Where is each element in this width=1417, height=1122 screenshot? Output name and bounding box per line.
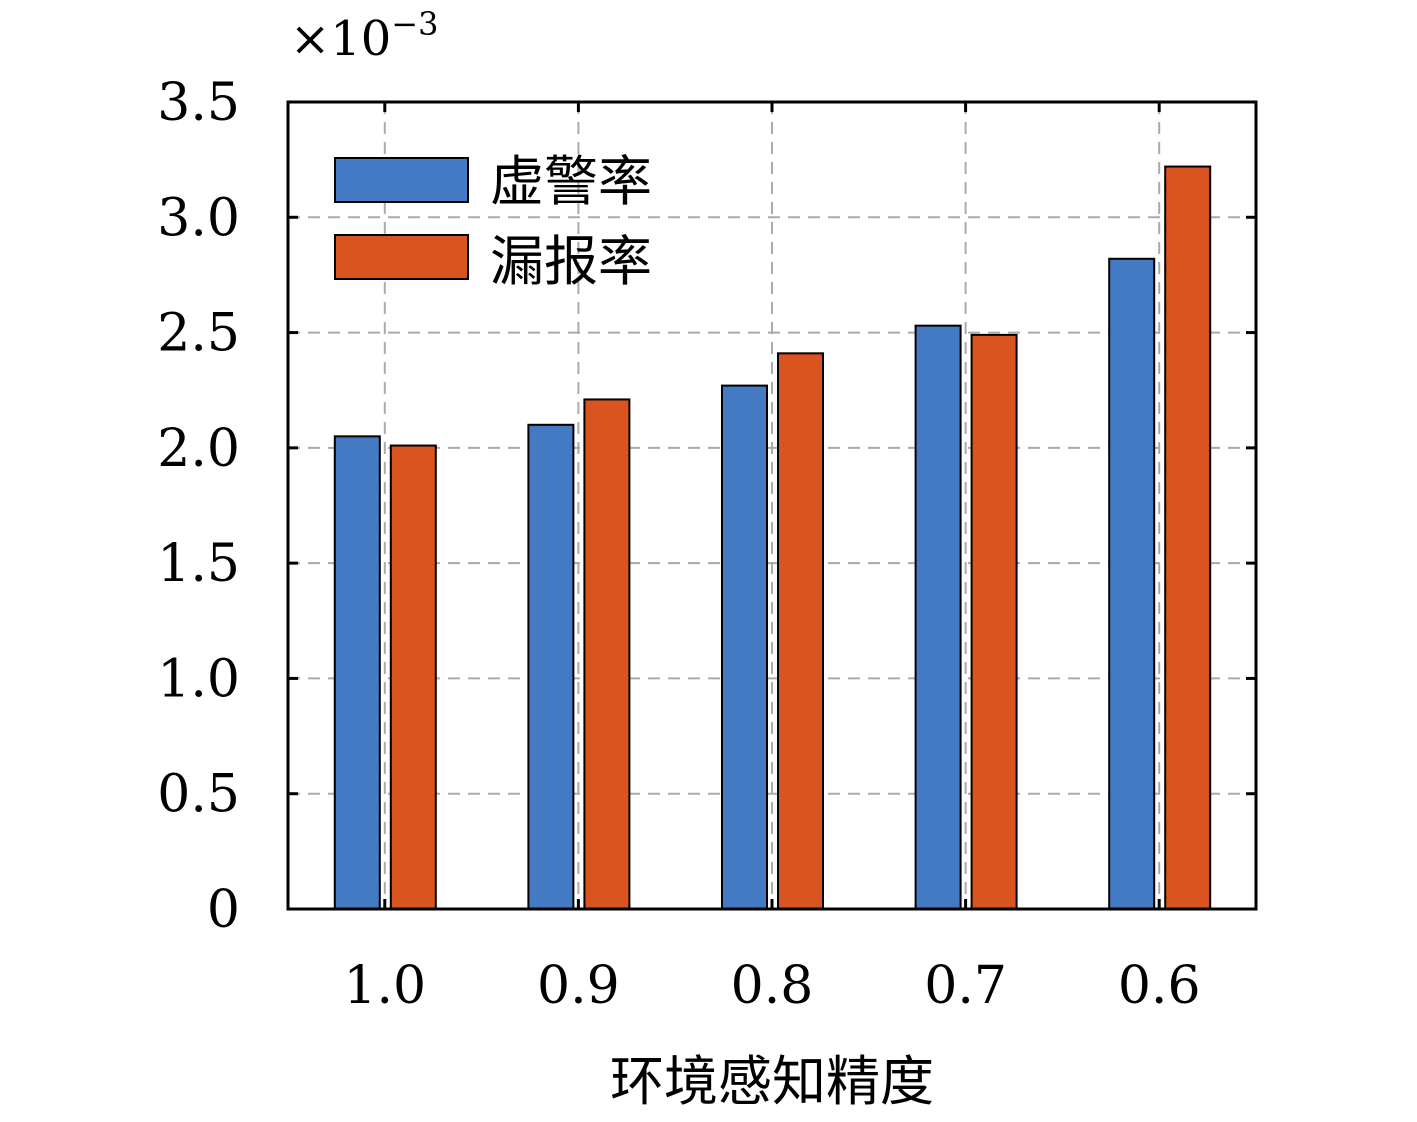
bars	[333, 165, 1212, 910]
bar-false-alarm-0.6	[1108, 257, 1156, 910]
y-tick-label: 0	[207, 880, 240, 940]
x-tick-label: 0.9	[537, 956, 620, 1016]
x-tick-label: 0.7	[924, 956, 1007, 1016]
legend-label-0: 虚警率	[490, 150, 652, 213]
legend-swatch-1	[334, 234, 469, 280]
x-axis-label: 环境感知精度	[610, 1050, 934, 1113]
x-tick-labels: 1.0 0.9 0.8 0.7 0.6	[343, 956, 1200, 1016]
bar-false-alarm-0.9	[527, 423, 575, 910]
bar-missed-report-1.0	[389, 444, 437, 910]
y-tick-label: 0.5	[157, 765, 240, 825]
bar-missed-report-0.9	[583, 398, 631, 910]
y-tick-labels: 0 0.5 1.0 1.5 2.0 2.5 3.0 3.5	[157, 73, 240, 940]
y-tick-label: 2.0	[157, 419, 240, 479]
bar-missed-report-0.6	[1164, 165, 1212, 910]
y-tick-label: 1.0	[157, 649, 240, 709]
grid-lines	[288, 102, 1256, 909]
y-tick-label: 2.5	[157, 304, 240, 364]
y-tick-label: 1.5	[157, 534, 240, 594]
bar-false-alarm-0.8	[721, 384, 768, 910]
legend-label-1: 漏报率	[490, 230, 652, 293]
y-tick-label: 3.5	[157, 73, 240, 133]
legend: 虚警率 漏报率	[334, 150, 652, 293]
bar-missed-report-0.7	[970, 333, 1018, 910]
y-tick-label: 3.0	[157, 188, 240, 248]
ticks	[288, 100, 1256, 911]
x-tick-label: 1.0	[343, 956, 426, 1016]
y-scale-label: ×10−3	[290, 5, 438, 67]
x-tick-label: 0.6	[1118, 956, 1201, 1016]
bar-missed-report-0.8	[777, 352, 824, 910]
bar-false-alarm-1.0	[333, 435, 381, 910]
legend-swatch-0	[334, 157, 469, 203]
bar-false-alarm-0.7	[914, 324, 962, 910]
x-tick-label: 0.8	[731, 956, 814, 1016]
